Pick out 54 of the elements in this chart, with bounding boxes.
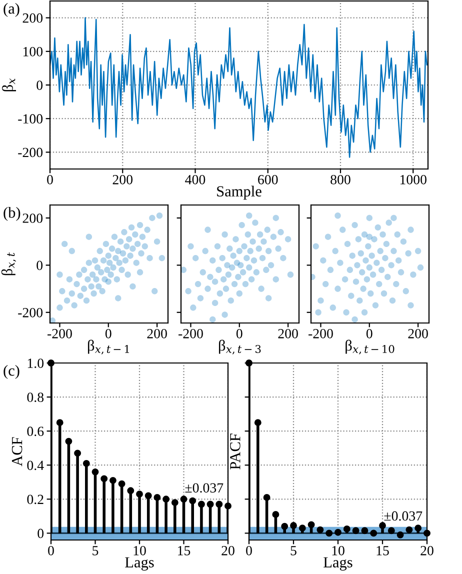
x-tick-label: 15 (178, 546, 190, 556)
text: (b) (4, 207, 20, 221)
x-tick-label: 200 (408, 328, 428, 338)
y-tick-label: 0.2 (27, 494, 44, 504)
x-tick-label: 0 (236, 328, 242, 338)
y-tick-label: 0.4 (27, 460, 44, 470)
y-tick-label: -200 (18, 148, 43, 158)
band-label: ±0.037 (384, 511, 422, 521)
y-tick-label: 0.6 (27, 426, 44, 436)
y-tick-label: 200 (22, 214, 43, 223)
x-tick-label: 5 (92, 546, 98, 556)
x-axis-title: Sample (217, 186, 262, 200)
x-tick-label: 20 (222, 546, 234, 556)
x-axis-title: β$_{x,t−3}$ (218, 340, 261, 354)
x-tick-label: 800 (330, 174, 350, 184)
y-tick-label: 1.0 (28, 358, 44, 368)
y-tick-label: 100 (23, 46, 43, 56)
y-tick-label: 0 (36, 80, 43, 90)
x-axis-title: Lags (324, 557, 352, 571)
y-axis-title: β$_{x,t}$ (1, 252, 16, 276)
x-tick-label: 0 (48, 546, 54, 556)
x-tick-label: 0 (47, 174, 53, 184)
x-axis-title: Lags (125, 557, 154, 571)
x-tick-label: 5 (290, 546, 296, 556)
y-tick-label: -100 (18, 114, 43, 124)
x-tick-label: 1000 (400, 174, 426, 184)
y-tick-label: 0 (38, 528, 44, 538)
x-axis-title: β$_{x,t−1}$ (88, 340, 129, 354)
y-tick-label: -200 (18, 308, 43, 318)
x-tick-label: 15 (376, 546, 389, 556)
text: (a) (4, 3, 20, 17)
y-tick-label: 0 (36, 260, 43, 270)
x-tick-label: -200 (308, 328, 333, 338)
y-axis-title: PACF (230, 434, 240, 470)
x-tick-label: 200 (278, 328, 298, 338)
y-axis-title: ACF (12, 437, 22, 466)
x-tick-label: 600 (258, 174, 278, 184)
x-tick-label: 0 (105, 328, 112, 338)
y-axis-title: β$_{x}$ (2, 78, 16, 92)
x-tick-label: 10 (332, 546, 344, 556)
y-tick-label: 0.8 (27, 392, 44, 402)
x-tick-label: 400 (185, 174, 206, 184)
text: (c) (4, 365, 20, 379)
x-tick-label: 200 (112, 174, 133, 184)
x-axis-title: β$_{x,t−10}$ (346, 340, 394, 354)
x-tick-label: -200 (178, 328, 203, 338)
band-label: ±0.037 (185, 483, 224, 493)
x-tick-label: 10 (134, 546, 146, 556)
x-tick-label: -200 (48, 328, 72, 338)
x-tick-label: 200 (147, 328, 167, 338)
x-tick-label: 0 (366, 328, 372, 338)
y-tick-label: 200 (22, 13, 43, 23)
x-tick-label: 0 (246, 546, 252, 556)
x-tick-label: 20 (420, 546, 434, 556)
